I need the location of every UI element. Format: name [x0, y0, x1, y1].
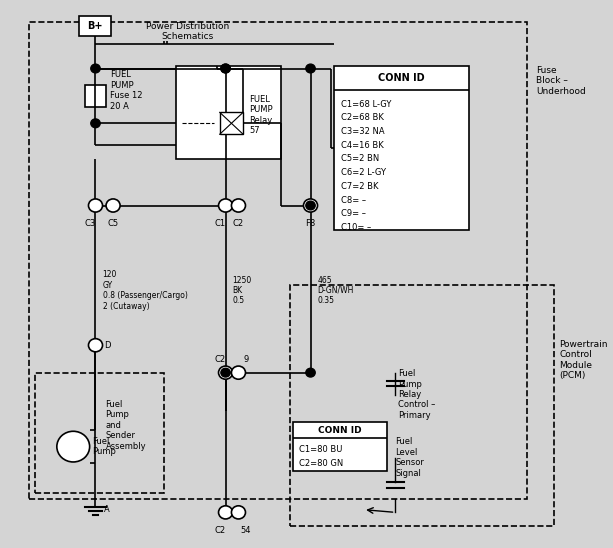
Circle shape — [232, 199, 245, 212]
Text: CONN ID: CONN ID — [378, 73, 425, 83]
Text: C1=68 L-GY: C1=68 L-GY — [341, 100, 391, 109]
Text: FUEL
PUMP
Relay
57: FUEL PUMP Relay 57 — [249, 95, 273, 135]
Circle shape — [303, 199, 318, 212]
Text: Fuse
Block –
Underhood: Fuse Block – Underhood — [536, 66, 586, 95]
Circle shape — [218, 366, 232, 379]
Text: C3: C3 — [84, 219, 95, 228]
Circle shape — [218, 199, 232, 212]
Circle shape — [218, 506, 232, 519]
Circle shape — [306, 64, 315, 73]
Text: 465
D-GN/WH
0.35: 465 D-GN/WH 0.35 — [318, 276, 354, 305]
Circle shape — [221, 64, 230, 73]
Bar — [176, 66, 281, 159]
Text: C4=16 BK: C4=16 BK — [341, 141, 384, 150]
Circle shape — [57, 431, 89, 462]
Bar — [334, 66, 469, 230]
Text: C5=2 BN: C5=2 BN — [341, 155, 379, 163]
Text: C10= –: C10= – — [341, 223, 371, 232]
Circle shape — [88, 199, 102, 212]
Text: C2: C2 — [233, 219, 244, 228]
Circle shape — [221, 64, 230, 73]
Bar — [85, 85, 106, 107]
Bar — [290, 285, 554, 526]
Text: M: M — [67, 442, 78, 452]
Text: C2: C2 — [214, 356, 225, 364]
Bar — [79, 16, 112, 36]
Text: Fuel
Pump
and
Sender
Assembly: Fuel Pump and Sender Assembly — [105, 400, 146, 450]
Text: Fuel
Pump
Relay
Control –
Primary: Fuel Pump Relay Control – Primary — [398, 369, 436, 420]
Text: B+: B+ — [88, 21, 103, 31]
Text: F8: F8 — [305, 219, 316, 228]
Text: C7=2 BK: C7=2 BK — [341, 182, 378, 191]
Text: Fuel
Pump: Fuel Pump — [92, 437, 116, 456]
Circle shape — [91, 64, 100, 73]
Text: Powertrain
Control
Module
(PCM): Powertrain Control Module (PCM) — [560, 340, 608, 380]
Circle shape — [306, 368, 315, 377]
Text: FUEL
PUMP
Fuse 12
20 A: FUEL PUMP Fuse 12 20 A — [110, 70, 143, 111]
Text: C2=80 GN: C2=80 GN — [299, 459, 343, 467]
Text: C1: C1 — [214, 219, 225, 228]
Text: C3=32 NA: C3=32 NA — [341, 127, 384, 136]
Text: C9= –: C9= – — [341, 209, 366, 218]
Text: 120
GY
0.8 (Passenger/Cargo)
2 (Cutaway): 120 GY 0.8 (Passenger/Cargo) 2 (Cutaway) — [102, 270, 188, 311]
Text: C1=80 BU: C1=80 BU — [299, 445, 342, 454]
Text: 1250
BK
0.5: 1250 BK 0.5 — [232, 276, 252, 305]
Text: 9: 9 — [243, 356, 249, 364]
Text: C2: C2 — [214, 526, 225, 535]
Bar — [293, 422, 387, 471]
Circle shape — [306, 201, 315, 210]
Bar — [29, 22, 527, 499]
Circle shape — [106, 199, 120, 212]
Text: Fuel
Level
Sensor
Signal: Fuel Level Sensor Signal — [395, 437, 424, 478]
Circle shape — [221, 368, 230, 377]
Text: 54: 54 — [241, 526, 251, 535]
Circle shape — [232, 506, 245, 519]
Circle shape — [88, 339, 102, 352]
Text: A: A — [104, 505, 110, 514]
Text: Power Distribution
Schematics: Power Distribution Schematics — [146, 22, 229, 41]
Bar — [219, 112, 243, 134]
Bar — [35, 373, 164, 493]
Text: C6=2 L-GY: C6=2 L-GY — [341, 168, 386, 177]
Text: D: D — [104, 341, 111, 350]
Circle shape — [91, 119, 100, 128]
Text: CONN ID: CONN ID — [318, 426, 362, 435]
Text: C5: C5 — [107, 219, 119, 228]
Text: C2=68 BK: C2=68 BK — [341, 113, 384, 122]
Circle shape — [232, 366, 245, 379]
Text: C8= –: C8= – — [341, 196, 366, 204]
